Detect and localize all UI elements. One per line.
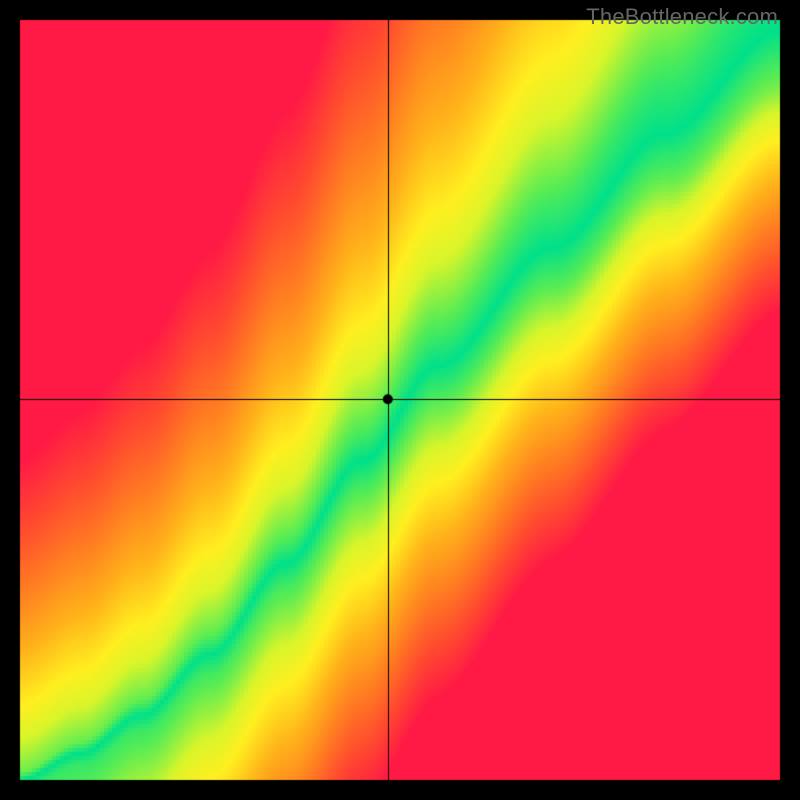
watermark-text: TheBottleneck.com: [586, 4, 778, 30]
chart-container: TheBottleneck.com: [0, 0, 800, 800]
bottleneck-heatmap: [0, 0, 800, 800]
